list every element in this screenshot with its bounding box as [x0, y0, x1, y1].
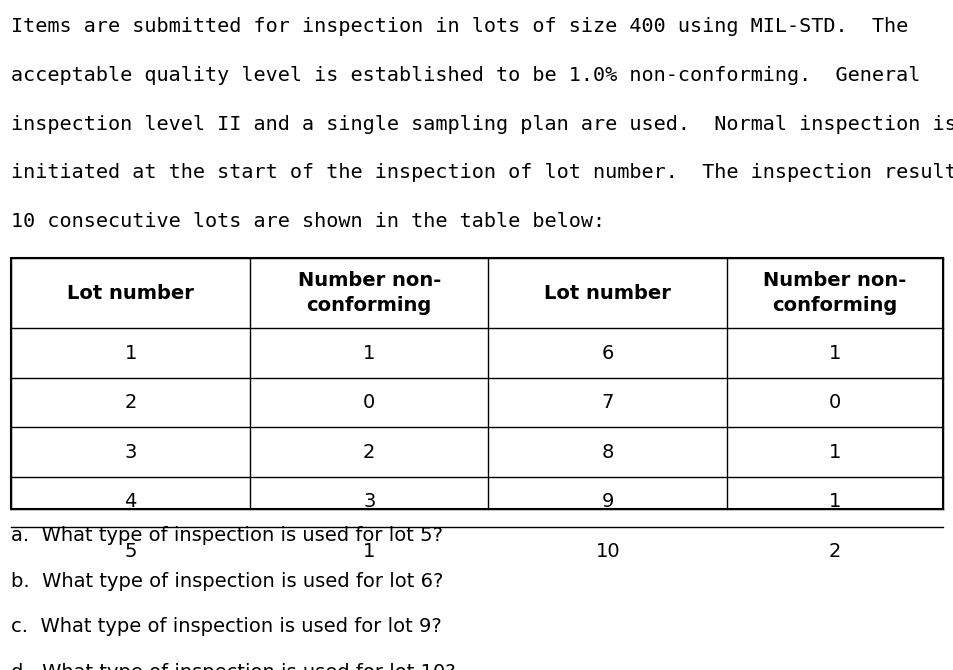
Text: 2: 2: [828, 542, 840, 561]
Text: 1: 1: [828, 492, 840, 511]
Text: 1: 1: [828, 443, 840, 462]
Text: 0: 0: [828, 393, 840, 412]
Text: a.  What type of inspection is used for lot 5?: a. What type of inspection is used for l…: [11, 526, 443, 545]
Text: 9: 9: [601, 492, 613, 511]
Text: 8: 8: [601, 443, 613, 462]
Text: 3: 3: [125, 443, 136, 462]
Text: Items are submitted for inspection in lots of size 400 using MIL-STD.  The: Items are submitted for inspection in lo…: [11, 17, 908, 36]
Text: 1: 1: [125, 344, 136, 362]
Text: initiated at the start of the inspection of lot number.  The inspection results : initiated at the start of the inspection…: [11, 163, 953, 182]
Text: acceptable quality level is established to be 1.0% non-conforming.  General: acceptable quality level is established …: [11, 66, 920, 84]
Text: 2: 2: [125, 393, 136, 412]
Text: 10 consecutive lots are shown in the table below:: 10 consecutive lots are shown in the tab…: [11, 212, 605, 231]
Text: 1: 1: [363, 542, 375, 561]
Text: Lot number: Lot number: [68, 283, 193, 303]
Text: Lot number: Lot number: [544, 283, 670, 303]
Text: 3: 3: [363, 492, 375, 511]
Text: 10: 10: [595, 542, 619, 561]
Text: d.  What type of inspection is used for lot 10?: d. What type of inspection is used for l…: [11, 663, 456, 670]
Text: 1: 1: [363, 344, 375, 362]
Text: 5: 5: [124, 542, 137, 561]
Text: Number non-
conforming: Number non- conforming: [297, 271, 440, 315]
Text: 2: 2: [363, 443, 375, 462]
Text: b.  What type of inspection is used for lot 6?: b. What type of inspection is used for l…: [11, 572, 443, 590]
Text: 4: 4: [125, 492, 136, 511]
Text: 6: 6: [601, 344, 613, 362]
Text: Number non-
conforming: Number non- conforming: [762, 271, 905, 315]
Text: 1: 1: [828, 344, 840, 362]
Text: c.  What type of inspection is used for lot 9?: c. What type of inspection is used for l…: [11, 617, 442, 636]
Text: inspection level II and a single sampling plan are used.  Normal inspection is: inspection level II and a single samplin…: [11, 115, 953, 133]
Text: 0: 0: [363, 393, 375, 412]
Text: 7: 7: [601, 393, 613, 412]
